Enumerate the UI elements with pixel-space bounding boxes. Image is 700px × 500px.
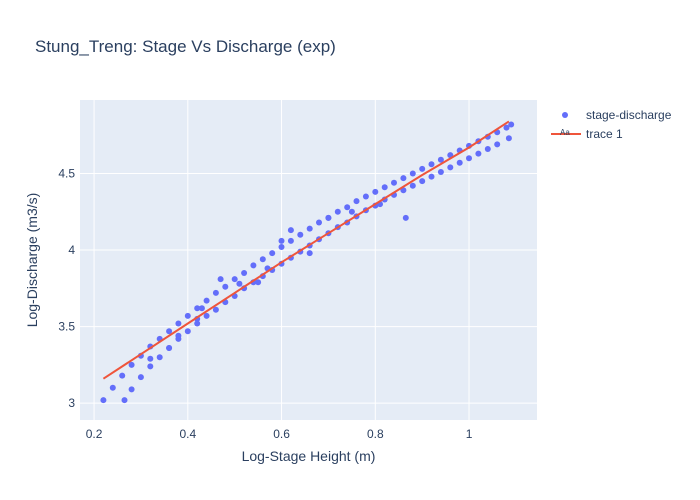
data-point: [166, 328, 173, 335]
data-point: [362, 193, 369, 200]
data-point: [236, 280, 243, 287]
data-point: [503, 124, 510, 131]
y-tick-label: 3.5: [58, 320, 75, 334]
data-point: [306, 250, 313, 257]
data-point: [437, 156, 444, 163]
data-point: [278, 244, 285, 250]
data-point: [269, 250, 276, 257]
data-point: [400, 175, 407, 182]
y-tick-label: 3: [68, 396, 75, 410]
data-point: [119, 372, 126, 379]
data-point: [456, 159, 463, 166]
x-tick-label: 0.2: [86, 427, 103, 441]
x-tick-labels: 0.2 0.4 0.6 0.8 1: [86, 427, 473, 441]
data-point: [241, 270, 248, 276]
data-point: [381, 184, 388, 191]
data-point: [250, 262, 257, 269]
data-point: [217, 276, 224, 283]
data-point: [287, 227, 294, 234]
data-point: [255, 279, 262, 286]
fit-line: [102, 120, 510, 380]
y-tick-label: 4.5: [58, 166, 75, 180]
data-point: [156, 354, 163, 361]
data-point: [287, 237, 294, 244]
data-point: [428, 173, 435, 180]
legend-item-stage-discharge[interactable]: stage-discharge: [562, 108, 672, 122]
data-point: [484, 146, 491, 152]
data-point: [175, 320, 182, 327]
data-point: [466, 155, 472, 162]
data-point: [184, 328, 191, 335]
data-point: [121, 397, 128, 404]
data-point: [494, 141, 501, 148]
data-point: [166, 345, 173, 351]
y-axis-title: Log-Discharge (m3/s): [24, 193, 40, 328]
data-point: [400, 187, 407, 194]
data-point: [212, 306, 219, 313]
data-point: [344, 204, 351, 211]
data-point: [109, 384, 116, 391]
data-point: [198, 305, 205, 312]
data-point: [419, 178, 426, 185]
data-point: [409, 170, 416, 177]
x-axis-title: Log-Stage Height (m): [242, 448, 376, 464]
data-point: [212, 289, 219, 296]
legend-label-trace-1: trace 1: [586, 127, 623, 141]
data-point: [428, 161, 435, 168]
x-tick-label: 0.8: [367, 427, 384, 441]
data-point: [147, 363, 154, 370]
data-point: [402, 214, 409, 221]
data-point: [391, 179, 397, 186]
data-point: [147, 355, 154, 362]
legend-item-trace-1[interactable]: Aa trace 1: [551, 127, 623, 141]
data-point: [508, 121, 515, 128]
data-point: [203, 312, 210, 319]
data-point: [372, 188, 379, 195]
data-point: [137, 374, 144, 381]
legend-text-swatch-icon: Aa: [560, 128, 570, 137]
data-point: [316, 219, 322, 226]
data-point: [409, 182, 416, 189]
data-point: [175, 332, 182, 339]
data-point: [184, 312, 191, 319]
data-point: [203, 297, 210, 304]
y-tick-label: 4: [68, 243, 75, 257]
data-point: [278, 237, 285, 244]
data-point: [475, 150, 482, 157]
data-point: [222, 283, 229, 290]
x-tick-label: 0.4: [179, 427, 196, 441]
data-point: [325, 214, 332, 221]
series-trace-1: [102, 120, 510, 380]
data-point: [259, 256, 266, 263]
legend: stage-discharge Aa trace 1: [551, 108, 672, 141]
data-point: [419, 165, 426, 172]
y-tick-labels: 3 3.5 4 4.5: [58, 166, 75, 410]
data-point: [306, 225, 313, 232]
legend-label-stage-discharge: stage-discharge: [586, 108, 672, 122]
data-point: [348, 208, 355, 215]
chart-title: Stung_Treng: Stage Vs Discharge (exp): [35, 37, 336, 56]
data-point: [128, 386, 135, 393]
data-point: [297, 231, 304, 238]
y-gridlines: [80, 172, 537, 404]
data-point: [194, 305, 201, 312]
x-tick-label: 1: [466, 427, 473, 441]
data-point: [231, 276, 238, 283]
data-point: [505, 135, 512, 142]
data-point: [353, 198, 360, 205]
data-point: [194, 320, 201, 327]
data-point: [128, 361, 135, 368]
data-point: [447, 164, 454, 171]
data-point: [100, 397, 107, 404]
x-gridlines: [93, 100, 470, 420]
x-tick-label: 0.6: [273, 427, 290, 441]
data-point: [334, 208, 341, 215]
data-point: [437, 169, 444, 175]
legend-marker-stage-discharge: [562, 112, 568, 118]
